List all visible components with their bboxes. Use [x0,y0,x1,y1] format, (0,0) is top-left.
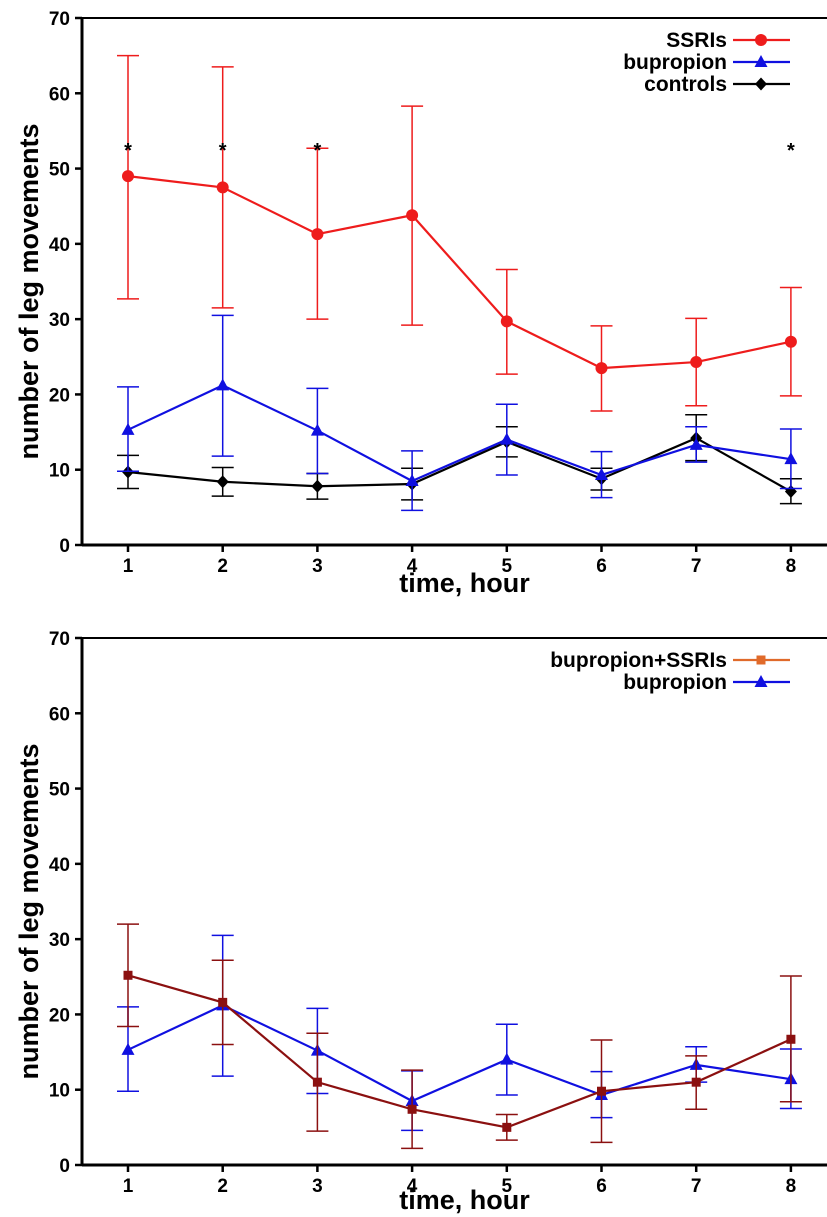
chart-1-data-point [406,209,419,222]
chart-1-data-point [311,228,324,241]
chart-1-y-axis-title: number of leg movements [14,123,44,459]
chart-2-x-tick-label: 5 [502,1176,513,1197]
chart-2-series-line [127,1004,792,1103]
chart-1-x-tick-label: 5 [502,556,513,577]
chart-2-data-point [500,1052,514,1065]
chart-1-significance-marker: * [124,140,132,162]
chart-2-x-tick-label: 6 [596,1176,607,1197]
chart-1-data-point [216,378,230,391]
chart-1-legend-label: bupropion [623,51,727,74]
chart-1-x-tick-label: 6 [596,556,607,577]
chart-2-x-tick-label: 2 [217,1176,228,1197]
chart-2-x-tick-label: 4 [407,1176,418,1197]
chart-2-legend-marker [754,675,768,687]
chart-2-y-tick-label: 50 [49,780,70,801]
chart-2-x-tick-label: 7 [691,1176,702,1197]
chart-1-significance-marker: * [787,140,795,162]
chart-2-series-bupropion [117,934,802,1132]
chart-1-x-tick-label: 1 [123,556,134,577]
chart-1-significance-marker: * [219,140,227,162]
chart-1-data-point [122,465,134,479]
chart-1-y-tick-label: 70 [49,9,70,30]
chart-1-data-point [595,467,608,480]
chart-1: 0 10 20 30 40 50 60 70 1 2 3 4 5 6 7 8 time, hour number … [14,9,827,598]
chart-1-data-point [216,475,229,489]
chart-1-data-point [500,432,514,445]
chart-2-data-point [218,997,228,1007]
chart-1-y-tick-label: 10 [49,461,70,482]
chart-1-y-tick-label: 60 [49,84,70,105]
chart-2-data-point [691,1077,701,1087]
chart-2-data-point [312,1077,322,1087]
chart-2-y-tick-label: 0 [59,1156,70,1177]
chart-1-series-bupropion [117,314,802,512]
chart-1-legend-label: controls [644,73,727,96]
chart-1-legend-marker [754,55,768,67]
chart-1-x-axis-title: time, hour [399,568,530,598]
chart-2-y-tick-label: 60 [49,704,70,725]
chart-1-y-tick-label: 50 [49,160,70,181]
chart-1-data-point [216,181,229,194]
chart-1-series-line [127,436,792,493]
chart-2-legend-label: bupropion+SSRIs [550,649,727,672]
chart-1-legend-marker [755,77,767,91]
chart-1-data-point [500,315,513,328]
chart-2: 0 10 20 30 40 50 60 70 1 2 3 4 5 6 7 8 time, hour number … [14,629,827,1215]
chart-1-x-tick-label: 3 [312,556,323,577]
chart-2-y-axis-title: number of leg movements [14,743,44,1079]
chart-1-data-point [405,474,419,487]
chart-1-legend-label: SSRIs [666,29,727,52]
chart-2-data-point [123,970,133,980]
chart-1-data-point [121,422,135,435]
chart-2-y-tick-label: 30 [49,930,70,951]
chart-2-y-tick-label: 40 [49,855,70,876]
chart-1-series-line [127,175,792,370]
chart-1-x-tick-label: 7 [691,556,702,577]
chart-2-x-tick-label: 8 [786,1176,797,1197]
chart-2-data-point [121,1042,135,1055]
chart-1-data-point [784,335,797,348]
chart-1-data-point [690,356,703,369]
chart-1-data-point [310,423,324,436]
chart-1-series-line [127,384,792,483]
chart-2-series-bupropion+SSRIs [117,923,802,1150]
chart-2-data-point [597,1086,606,1096]
chart-1-x-tick-label: 2 [217,556,228,577]
chart-1-data-point [122,170,134,183]
chart-1-y-tick-label: 40 [49,235,70,256]
chart-1-significance-marker: * [314,140,322,162]
chart-2-data-point [407,1104,417,1114]
chart-1-y-tick-label: 30 [49,310,70,331]
chart-1-y-tick-label: 20 [49,385,70,406]
chart-1-data-point [689,437,703,450]
chart-2-x-tick-label: 3 [312,1176,323,1197]
chart-2-series-line [127,974,792,1129]
chart-1-data-point [311,479,324,493]
chart-1-data-point [595,362,608,375]
chart-2-y-tick-label: 10 [49,1081,70,1102]
chart-1-series-SSRIs [117,54,802,412]
chart-2-legend-label: bupropion [623,671,727,694]
chart-2-data-point [786,1034,796,1044]
chart-1-x-tick-label: 4 [407,556,418,577]
chart-1-legend-marker [755,34,767,46]
chart-2-x-tick-label: 1 [123,1176,134,1197]
chart-2-data-point [502,1122,512,1132]
chart-1-x-tick-label: 8 [786,556,797,577]
chart-1-data-point [784,452,798,465]
chart-2-y-tick-label: 20 [49,1005,70,1026]
chart-2-y-tick-label: 70 [49,629,70,650]
chart-2-legend-marker [756,655,766,665]
chart-2-x-axis-title: time, hour [399,1185,530,1215]
chart-1-y-tick-label: 0 [59,536,70,557]
